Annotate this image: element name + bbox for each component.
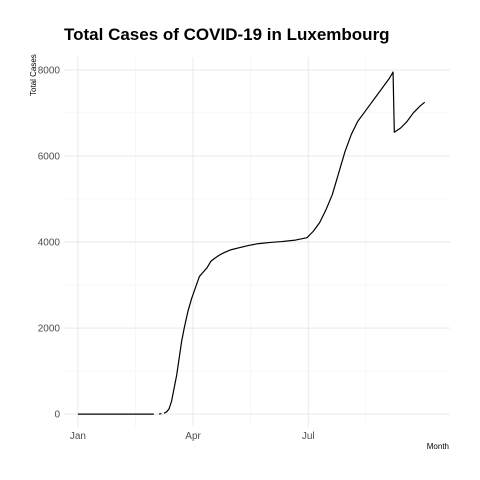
y-axis-ticks: 0 2000 4000 6000 8000 xyxy=(38,65,61,420)
series-lines xyxy=(77,71,426,415)
series-line xyxy=(163,71,426,414)
x-tick-label: Jan xyxy=(70,431,86,442)
x-tick-label: Apr xyxy=(185,431,201,442)
y-tick-label: 2000 xyxy=(38,324,61,335)
x-axis-ticks: Jan Apr Jul xyxy=(70,431,315,442)
y-axis-label: Total Cases xyxy=(29,54,38,96)
y-tick-label: 8000 xyxy=(38,65,61,76)
major-gridlines xyxy=(64,57,450,427)
y-tick-label: 0 xyxy=(54,410,60,421)
y-tick-label: 6000 xyxy=(38,151,61,162)
x-axis-label: Month xyxy=(427,442,449,451)
y-tick-label: 4000 xyxy=(38,238,61,249)
x-tick-label: Jul xyxy=(302,431,315,442)
chart-title: Total Cases of COVID-19 in Luxembourg xyxy=(64,25,390,44)
